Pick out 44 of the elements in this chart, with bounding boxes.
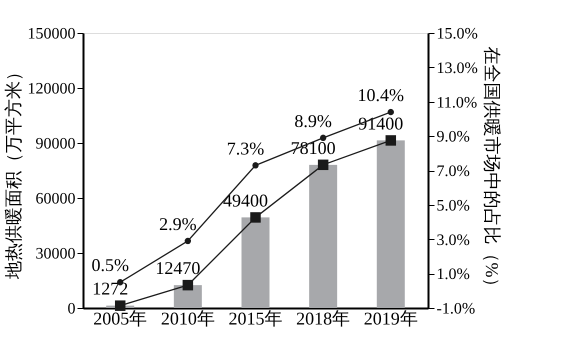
data-label: 78100 — [290, 138, 336, 158]
y-tick-label: 150000 — [28, 26, 76, 42]
x-tick-label: 2005年 — [93, 308, 148, 328]
data-label: 2.9% — [159, 214, 197, 234]
data-label: 49400 — [223, 190, 268, 210]
x-tick-label: 2018年 — [296, 308, 350, 328]
data-label: 10.4% — [358, 85, 404, 106]
bar — [376, 140, 405, 308]
data-label: 7.3% — [226, 138, 264, 158]
y2-tick-label: 13.0% — [436, 60, 478, 77]
point — [114, 300, 126, 311]
point — [320, 134, 326, 141]
bar — [309, 164, 338, 308]
point — [386, 135, 396, 146]
x-tick-label: 2010年 — [160, 308, 215, 328]
point — [184, 238, 192, 244]
point — [388, 108, 394, 116]
y-tick-label: 120000 — [28, 80, 76, 98]
data-label: 1272 — [92, 278, 128, 299]
y2-tick-label: -1.0% — [436, 300, 476, 318]
y-tick-label: 90000 — [36, 136, 76, 152]
y-axis-title: 地热供暖面积（万平方米） — [4, 63, 24, 280]
y2-tick-label: 5.0% — [436, 197, 470, 214]
data-label: 0.5% — [91, 255, 129, 276]
y2-axis-title: 在全国供暖市场中的占比（%） — [482, 46, 502, 296]
y2-tick-label: 9.0% — [436, 128, 470, 146]
data-label: 12470 — [155, 258, 200, 278]
y-tick-label: 0 — [68, 300, 76, 318]
y2-tick-label: 15.0% — [436, 26, 478, 42]
y2-tick-label: 1.0% — [436, 266, 470, 284]
data-label: 8.9% — [294, 110, 332, 131]
point — [250, 212, 261, 223]
y2-tick-label: 3.0% — [436, 232, 470, 249]
bar — [242, 217, 270, 308]
y2-tick-label: 7.0% — [436, 163, 470, 180]
y2-tick-label: 11.0% — [436, 94, 478, 112]
y-tick-label: 60000 — [36, 190, 76, 208]
x-tick-label: 2015年 — [228, 308, 282, 328]
point — [318, 160, 328, 170]
point — [182, 280, 194, 290]
y-tick-label: 30000 — [36, 246, 76, 262]
data-label: 91400 — [358, 113, 404, 134]
point — [252, 162, 259, 168]
x-tick-label: 2019年 — [364, 308, 418, 328]
